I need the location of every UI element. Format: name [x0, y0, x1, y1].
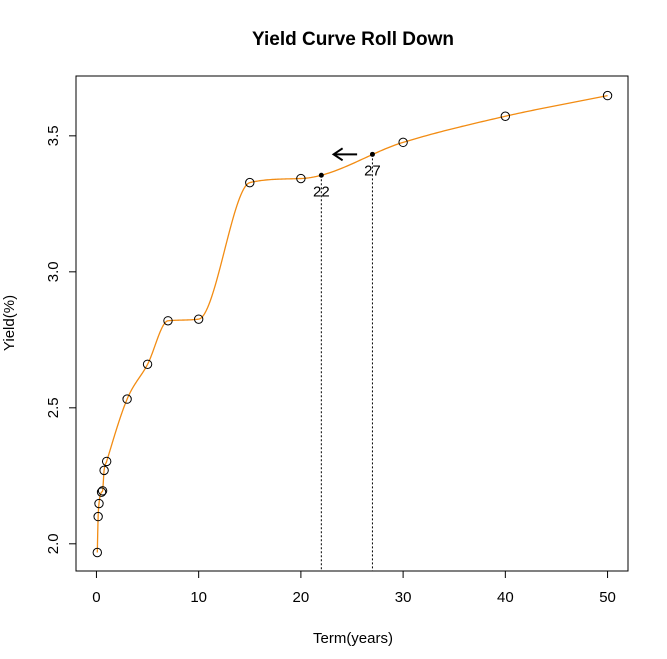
yield-curve-line [96, 94, 608, 553]
plot-frame [75, 75, 629, 572]
data-point [296, 173, 306, 184]
data-point [96, 487, 107, 497]
y-tick-label: 3.5 [45, 125, 62, 146]
x-tick-label: 0 [92, 589, 100, 606]
data-point [163, 316, 173, 326]
y-tick-label: 2.0 [45, 533, 62, 554]
data-point [99, 465, 109, 476]
data-point [97, 486, 108, 496]
data-point [122, 394, 132, 404]
data-point [101, 456, 112, 467]
x-tick-label: 40 [497, 589, 514, 606]
roll-down-arrowhead [331, 147, 344, 162]
data-point [500, 111, 511, 121]
x-tick-label: 20 [293, 589, 310, 606]
data-point [398, 137, 408, 148]
highlight-label: 22 [313, 183, 330, 200]
x-axis-label: Term(years) [313, 630, 393, 647]
data-point [94, 498, 104, 509]
highlight-point [369, 151, 375, 157]
y-tick-label: 3.0 [45, 261, 62, 282]
highlight-label: 27 [364, 162, 381, 179]
x-axis: 0 10 20 30 40 50 [92, 570, 616, 606]
data-point [193, 314, 204, 324]
highlight-point [318, 172, 324, 178]
y-axis: 2.0 2.5 3.0 3.5 [45, 125, 77, 554]
data-point [142, 359, 153, 369]
x-tick-label: 10 [190, 589, 207, 606]
data-point [602, 90, 613, 101]
y-axis-label: Yield(%) [1, 295, 18, 351]
data-point [92, 547, 102, 558]
plot-area: 22 27 [92, 90, 613, 571]
x-tick-label: 30 [395, 589, 412, 606]
data-point [245, 177, 255, 188]
data-point [93, 511, 103, 522]
x-tick-label: 50 [599, 589, 616, 606]
y-tick-label: 2.5 [45, 397, 62, 418]
chart-title: Yield Curve Roll Down [252, 29, 454, 50]
